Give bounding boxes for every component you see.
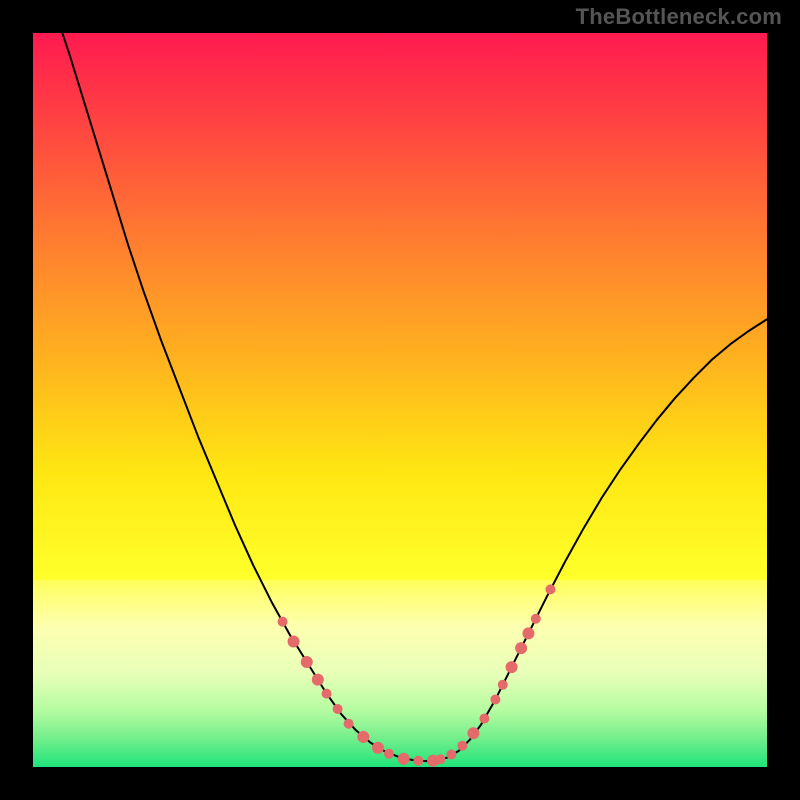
marker-dot [322, 689, 332, 699]
marker-dot [545, 584, 555, 594]
marker-dot [384, 749, 394, 759]
marker-dot [413, 756, 423, 766]
marker-dot [515, 642, 527, 654]
bottom-band [33, 580, 767, 767]
marker-dot [446, 750, 456, 760]
marker-dot [312, 674, 324, 686]
marker-dot [288, 635, 300, 647]
marker-dot [531, 614, 541, 624]
marker-dot [301, 656, 313, 668]
marker-dot [490, 694, 500, 704]
plot-area [33, 33, 767, 767]
marker-dot [498, 680, 508, 690]
marker-dot [506, 661, 518, 673]
marker-dot [467, 727, 479, 739]
marker-dot [398, 753, 410, 765]
marker-dot [357, 731, 369, 743]
plot-svg [33, 33, 767, 767]
marker-dot [457, 741, 467, 751]
marker-dot [435, 754, 445, 764]
watermark: TheBottleneck.com [576, 4, 782, 30]
marker-dot [479, 714, 489, 724]
marker-dot [278, 617, 288, 627]
marker-dot [372, 742, 384, 754]
marker-dot [333, 704, 343, 714]
marker-dot [344, 719, 354, 729]
marker-dot [522, 627, 534, 639]
